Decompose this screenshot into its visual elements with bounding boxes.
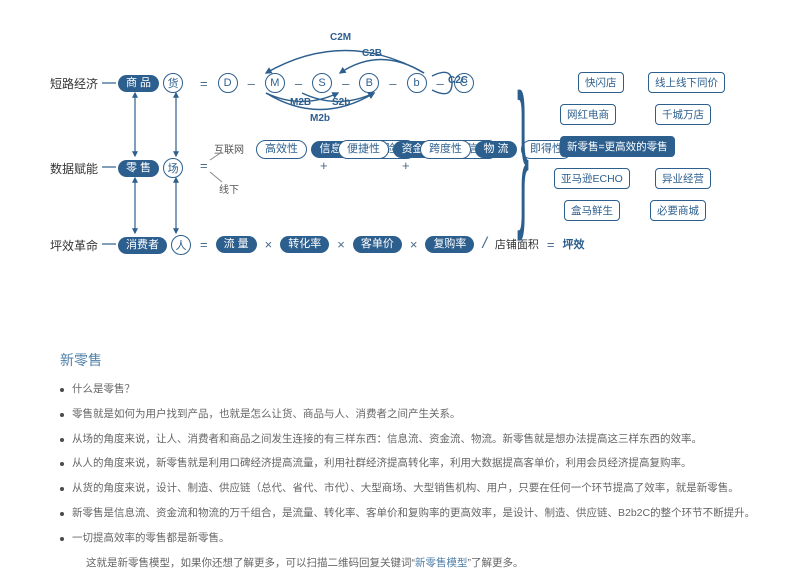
op-x2: × bbox=[333, 237, 349, 252]
node-bs: b bbox=[407, 73, 427, 93]
circle-person: 人 bbox=[171, 235, 191, 255]
arc-m2b: M2B bbox=[290, 97, 311, 108]
tag-echo: 亚马逊ECHO bbox=[554, 168, 630, 189]
tag-hema: 盒马鲜生 bbox=[564, 200, 620, 221]
tag-cross: 异业经营 bbox=[655, 168, 711, 189]
pill-conv: 转化率 bbox=[280, 236, 329, 253]
circle-field: 场 bbox=[163, 158, 183, 178]
footnote-pre: 这就是新零售模型，如果你还想了解更多，可以扫描二维码回复关键词“ bbox=[86, 557, 415, 569]
bullet-item: 什么是零售？ bbox=[60, 382, 760, 398]
label-pingxiao: 坪效 bbox=[562, 236, 584, 252]
node-bb: B bbox=[359, 73, 379, 93]
col-logi: 跨度性 物 流 即得性 bbox=[420, 136, 572, 159]
pill-repeat: 复购率 bbox=[425, 236, 474, 253]
tag-kol: 网红电商 bbox=[560, 104, 616, 125]
node-m: M bbox=[265, 73, 285, 93]
bullet-item: 一切提高效率的零售都是新零售。 bbox=[60, 531, 760, 547]
row3-consumer-group: 消费者 人 bbox=[118, 235, 191, 255]
article-footnote: 这就是新零售模型，如果你还想了解更多，可以扫描二维码回复关键词“新零售模型”了解… bbox=[60, 555, 760, 570]
channel-internet: 互联网 bbox=[214, 141, 244, 156]
pill-traffic: 流 量 bbox=[216, 236, 257, 253]
axis-row3-label: 坪效革命 bbox=[50, 237, 98, 254]
pill-retail: 零 售 bbox=[118, 160, 159, 177]
axis-row2-label: 数据赋能 bbox=[50, 160, 98, 177]
pill-consumer: 消费者 bbox=[118, 237, 167, 254]
row1-chain: = D – M – S – B – b – C bbox=[196, 73, 474, 93]
pill-logi-top: 跨度性 bbox=[420, 140, 471, 159]
pill-logi-mid: 物 流 bbox=[475, 141, 516, 158]
tag-thousand: 千城万店 bbox=[655, 104, 711, 125]
tag-center: 新零售=更高效的零售 bbox=[560, 136, 675, 157]
row1-goods-group: 商 品 货 bbox=[118, 73, 183, 93]
op-x1: × bbox=[261, 237, 277, 252]
footnote-post: ”了解更多。 bbox=[468, 557, 524, 569]
row2-retail-group: 零 售 场 bbox=[118, 158, 183, 178]
bullet-item: 从人的角度来说，新零售就是利用口碑经济提高流量，利用社群经济提高转化率，利用大数… bbox=[60, 456, 760, 472]
op-dash-2: – bbox=[291, 76, 306, 91]
op-dash-5: – bbox=[433, 76, 448, 91]
node-s: S bbox=[312, 73, 332, 93]
op-eq-4: = bbox=[543, 237, 559, 252]
pill-info-top: 高效性 bbox=[256, 140, 307, 159]
arc-s2b: S2b bbox=[332, 97, 350, 108]
footnote-keyword: 新零售模型 bbox=[415, 557, 468, 569]
bullet-item: 从货的角度来说，设计、制造、供应链（总代、省代、市代）、大型商场、大型销售机构、… bbox=[60, 481, 760, 497]
arc-c2m: C2M bbox=[330, 32, 351, 43]
article-list: 什么是零售？ 零售就是如何为用户找到产品，也就是怎么让货、商品与人、消费者之间产… bbox=[60, 382, 760, 546]
bullet-item: 新零售是信息流、资金流和物流的万千组合，是流量、转化率、客单价和复购率的更高效率… bbox=[60, 506, 760, 522]
tag-biyao: 必要商城 bbox=[650, 200, 706, 221]
channel-offline: 线下 bbox=[219, 181, 239, 196]
op-dash-1: – bbox=[244, 76, 259, 91]
op-dash-3: – bbox=[338, 76, 353, 91]
arc-c2b: C2B bbox=[362, 48, 382, 59]
op-x3: × bbox=[406, 237, 422, 252]
tag-popup: 快闪店 bbox=[578, 72, 624, 93]
op-eq-1: = bbox=[196, 76, 212, 91]
axis-row1-label: 短路经济 bbox=[50, 75, 98, 92]
op-slash: / bbox=[478, 235, 490, 253]
op-eq-3: = bbox=[196, 237, 212, 252]
article-title: 新零售 bbox=[60, 350, 760, 370]
brace-icon: } bbox=[517, 72, 529, 234]
article-section: 新零售 什么是零售？ 零售就是如何为用户找到产品，也就是怎么让货、商品与人、消费… bbox=[60, 350, 760, 570]
tag-sameprice: 线上线下同价 bbox=[648, 72, 725, 93]
node-d: D bbox=[218, 73, 238, 93]
pill-unit: 客单价 bbox=[353, 236, 402, 253]
arc-m2bb: M2b bbox=[310, 113, 330, 124]
op-eq-2: = bbox=[196, 158, 212, 173]
pill-goods: 商 品 bbox=[118, 75, 159, 92]
bullet-item: 从场的角度来说，让人、消费者和商品之间发生连接的有三样东西：信息流、资金流、物流… bbox=[60, 432, 760, 448]
op-plus-1: + bbox=[316, 158, 332, 173]
bullet-item: 零售就是如何为用户找到产品，也就是怎么让货、商品与人、消费者之间产生关系。 bbox=[60, 407, 760, 423]
op-plus-2: + bbox=[398, 158, 414, 173]
op-dash-4: – bbox=[385, 76, 400, 91]
circle-goods-char: 货 bbox=[163, 73, 183, 93]
arc-c2c: C2C bbox=[448, 75, 468, 86]
pill-fund-top: 便捷性 bbox=[338, 140, 389, 159]
